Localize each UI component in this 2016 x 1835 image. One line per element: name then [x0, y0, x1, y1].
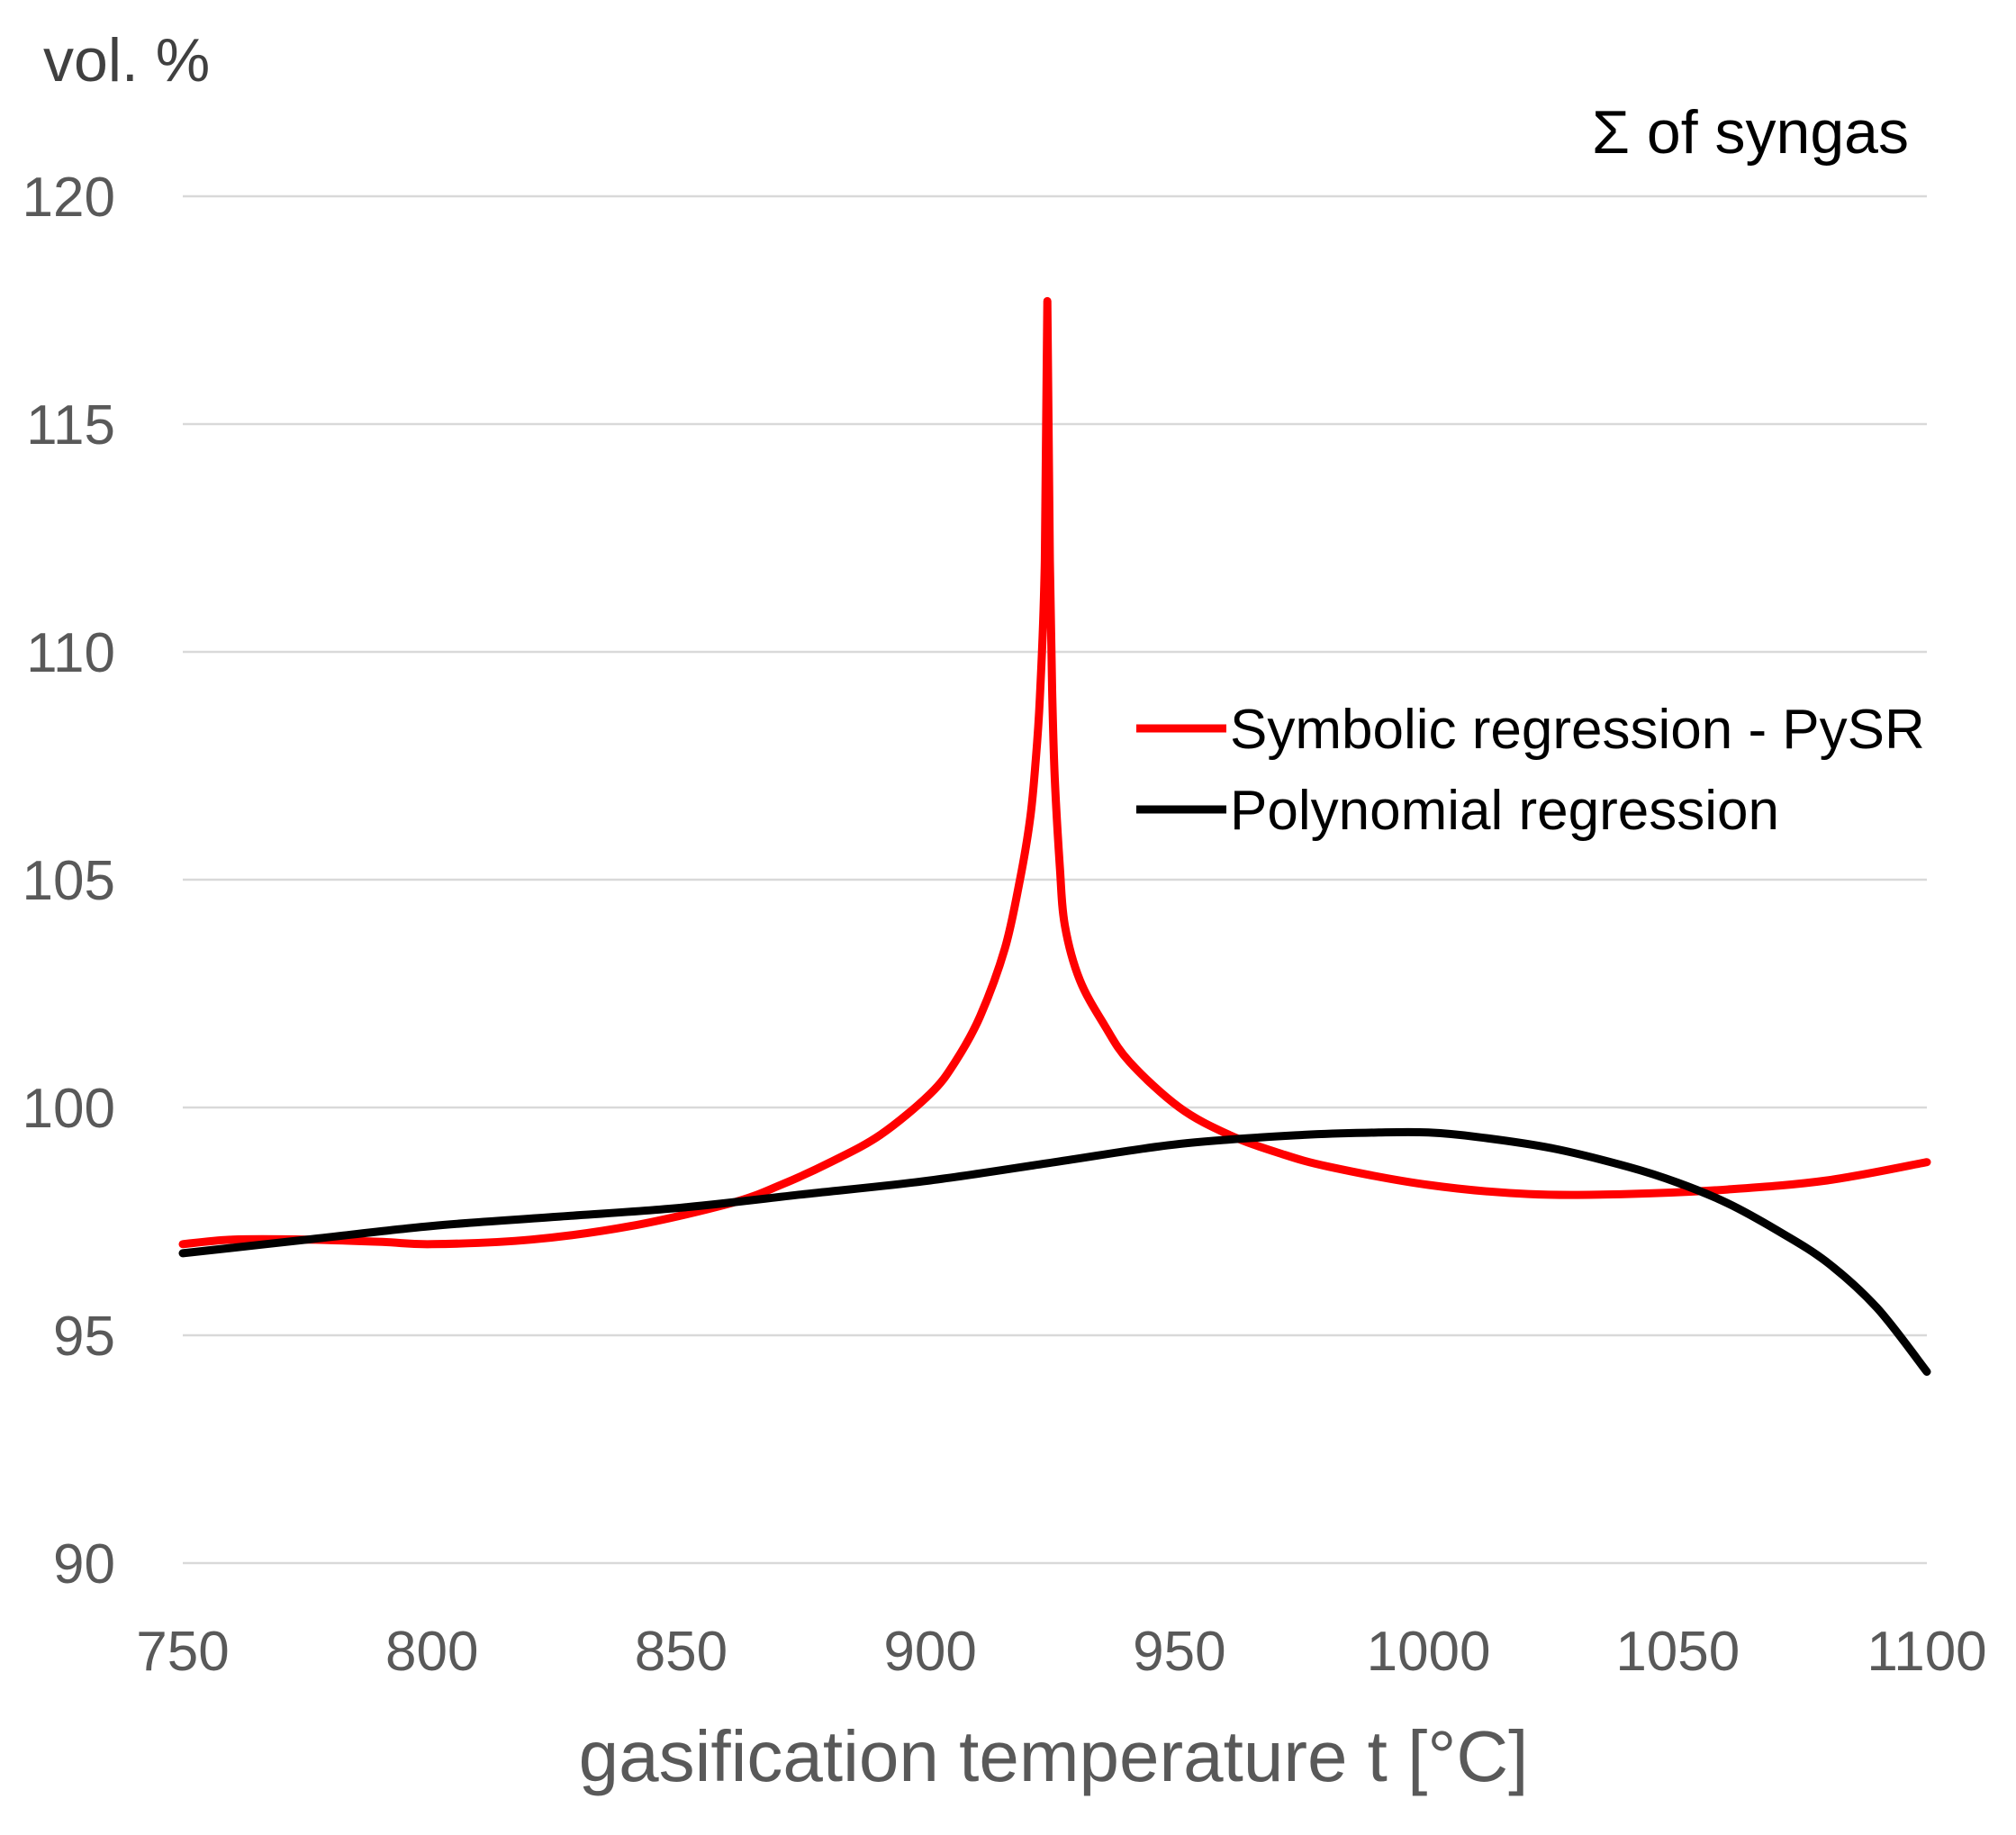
- series-lines: [178, 296, 1931, 1376]
- y-tick-label: 90: [53, 1533, 115, 1595]
- x-axis-ticks: 750 800 850 900 950 1000 1050 1100: [136, 1621, 1986, 1683]
- y-tick-label: 115: [26, 394, 115, 456]
- x-tick-label: 750: [136, 1621, 229, 1683]
- x-tick-label: 1050: [1615, 1621, 1740, 1683]
- y-axis-label: vol. %: [43, 26, 210, 95]
- y-tick-label: 120: [23, 167, 115, 229]
- legend-label-pysr: Symbolic regression - PySR: [1230, 699, 1925, 761]
- x-tick-label: 900: [883, 1621, 976, 1683]
- x-tick-label: 1000: [1367, 1621, 1491, 1683]
- x-tick-label: 850: [635, 1621, 728, 1683]
- legend: Symbolic regression - PySR Polynomial re…: [1136, 699, 1925, 842]
- x-tick-label: 950: [1133, 1621, 1225, 1683]
- x-tick-label: 800: [385, 1621, 478, 1683]
- y-tick-label: 110: [26, 622, 115, 684]
- gridlines: [183, 194, 1927, 1565]
- y-axis-ticks: 90 95 100 105 110 115 120: [23, 167, 115, 1595]
- y-tick-label: 105: [23, 850, 115, 912]
- x-axis-label: gasification temperature t [°C]: [579, 1716, 1529, 1796]
- series-line-polynomial: [178, 1127, 1931, 1376]
- x-tick-label: 1100: [1867, 1621, 1986, 1683]
- y-tick-label: 100: [23, 1078, 115, 1140]
- y-tick-label: 95: [53, 1306, 115, 1368]
- chart-title: Σ of syngas: [1592, 98, 1909, 167]
- legend-label-polynomial: Polynomial regression: [1230, 780, 1779, 842]
- series-line-pysr: [178, 296, 1931, 1249]
